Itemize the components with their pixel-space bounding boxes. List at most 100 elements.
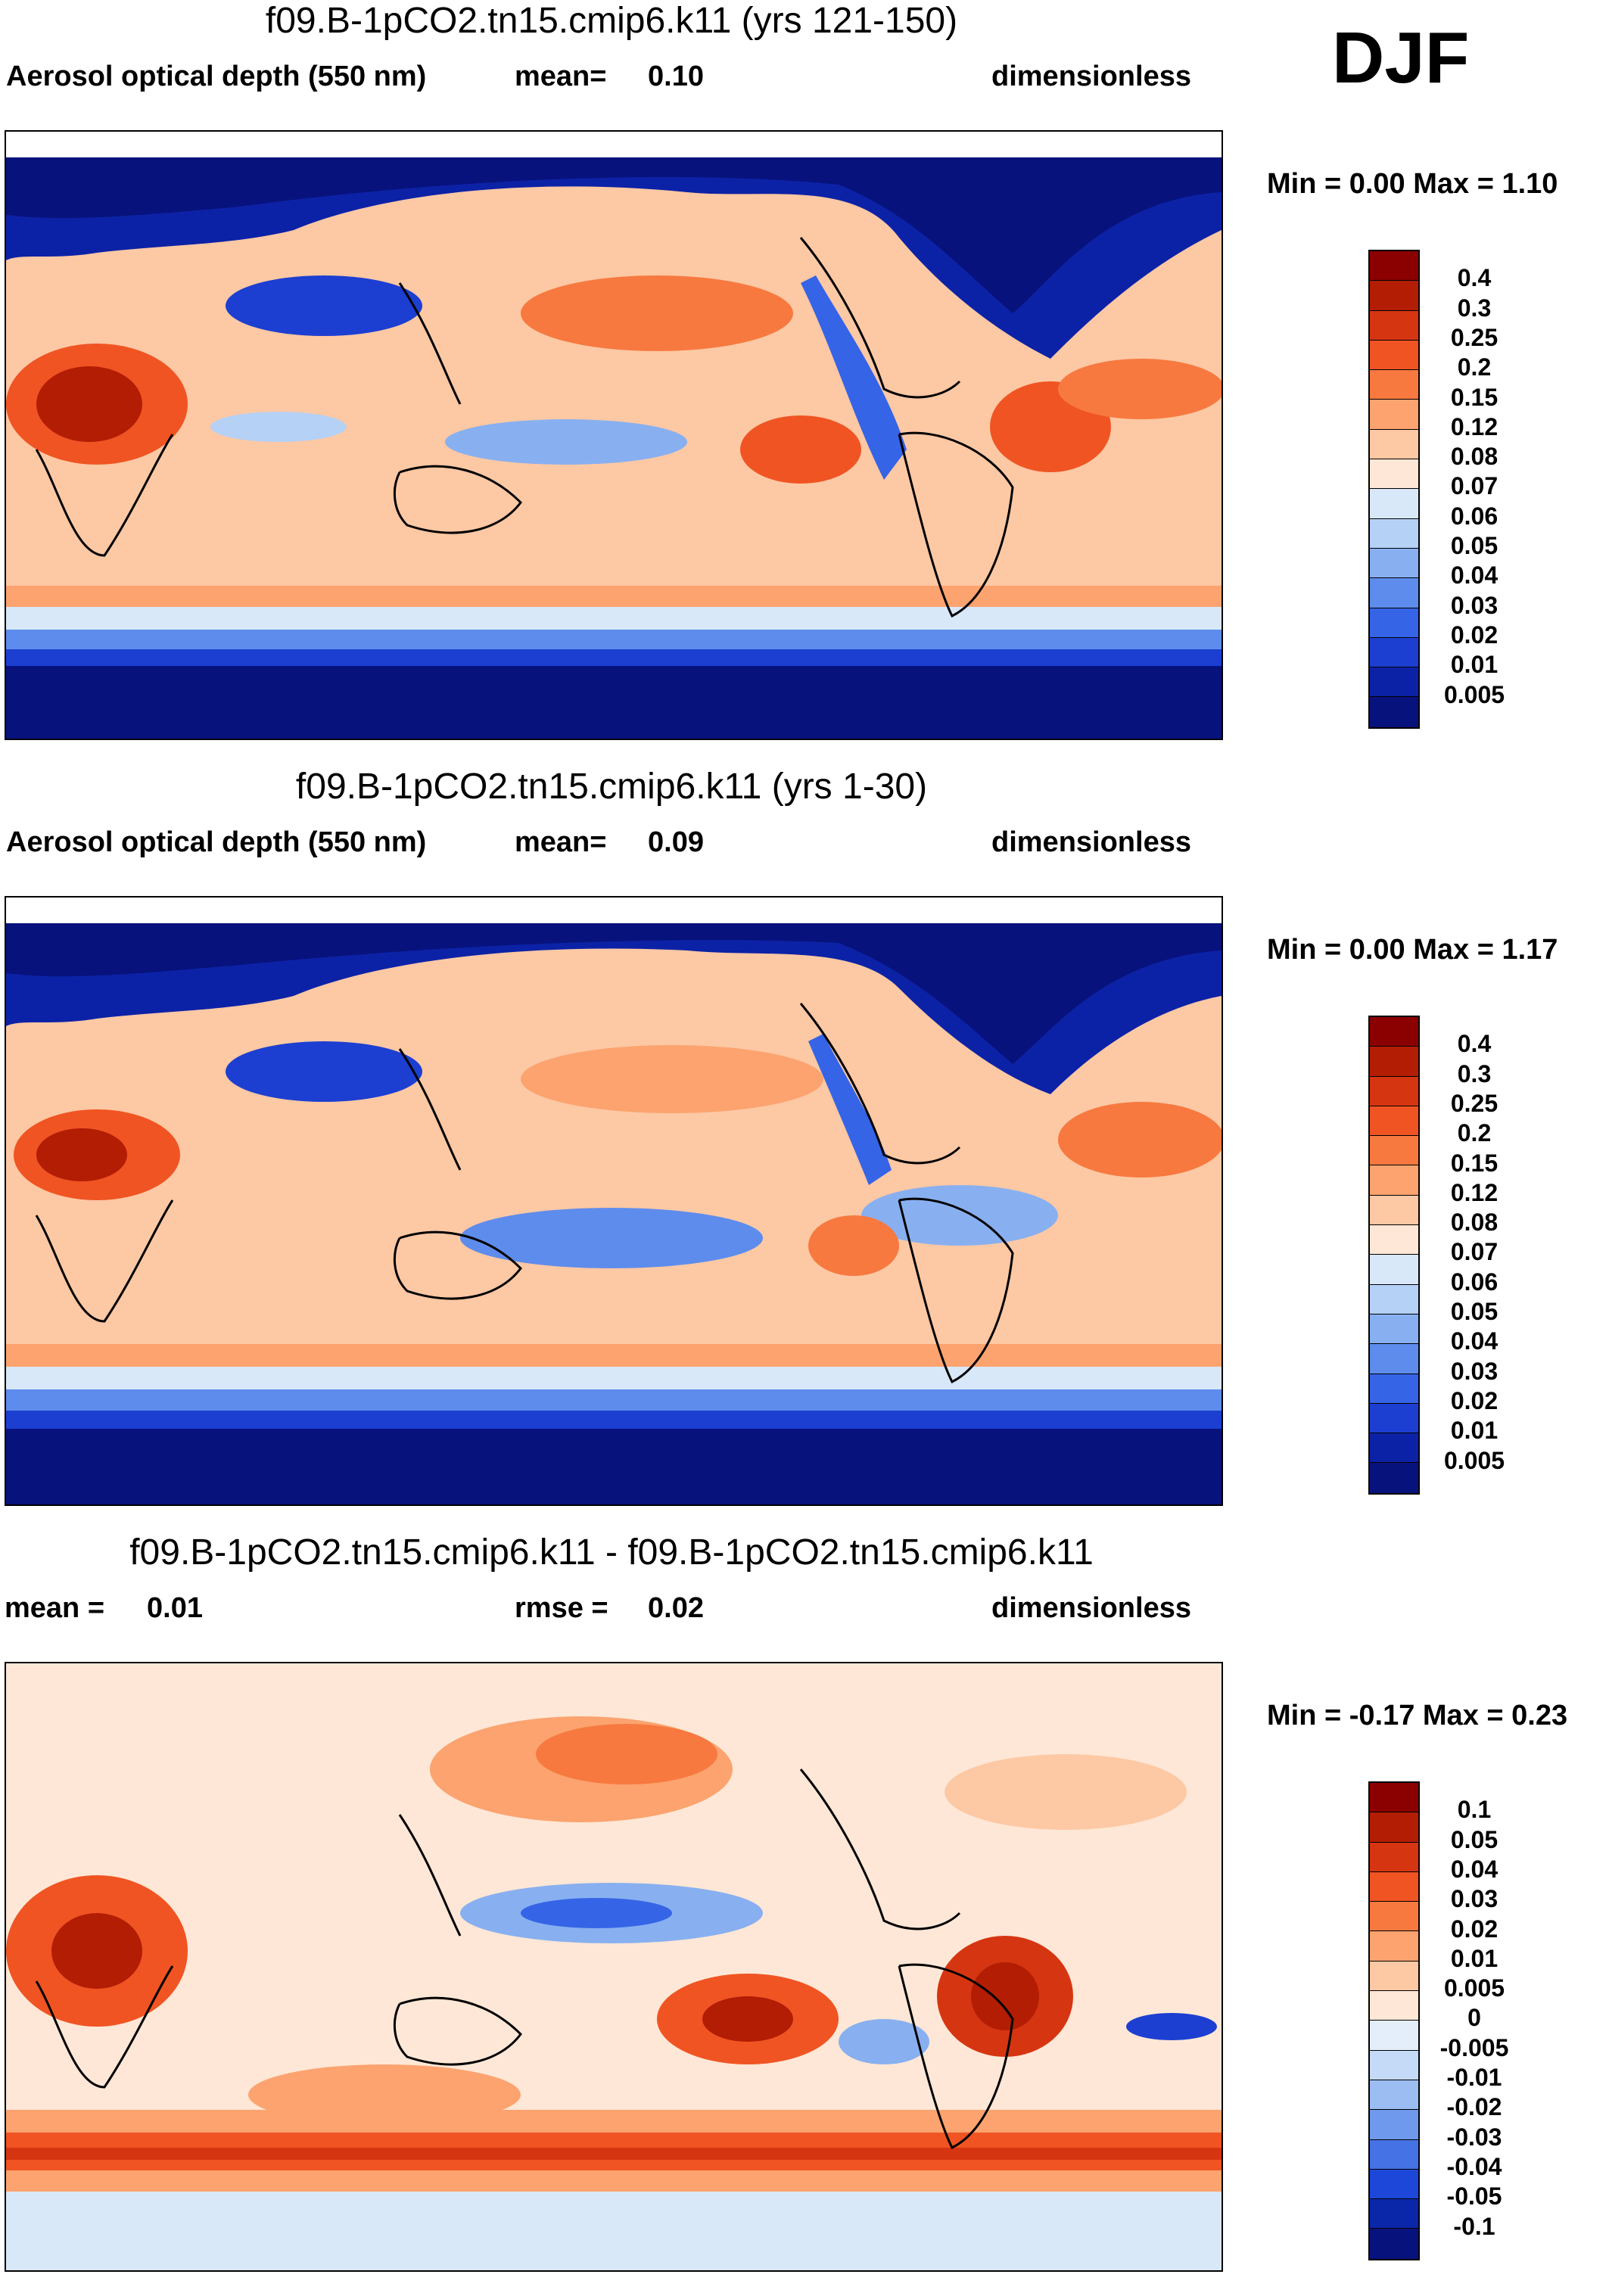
colorbar-tick-label: 0.03 [1450, 1357, 1499, 1385]
colorbar-swatch [1370, 518, 1418, 549]
colorbar-tick-label: 0.15 [1450, 383, 1499, 411]
colorbar-tick-label: 0.03 [1450, 591, 1499, 619]
colorbar-tick-label: -0.03 [1446, 2123, 1502, 2151]
colorbar [1368, 250, 1420, 729]
colorbar-swatch [1370, 667, 1418, 698]
colorbar-swatch [1370, 1902, 1418, 1932]
colorbar-tick-label: 0.05 [1450, 1298, 1499, 1325]
colorbar-swatch [1370, 1433, 1418, 1464]
colorbar-tick-label: 0.08 [1450, 1209, 1499, 1237]
colorbar-swatch [1370, 1047, 1418, 1077]
colorbar-swatch [1370, 1812, 1418, 1843]
colorbar-tick-label: 0.005 [1443, 680, 1505, 708]
colorbar-tick-label: 0.02 [1450, 1386, 1499, 1414]
units-label: dimensionless [991, 1592, 1191, 1624]
colorbar-swatch [1370, 1255, 1418, 1285]
colorbar-tick-label: 0.12 [1450, 1178, 1499, 1206]
colorbar-swatch [1370, 1017, 1418, 1047]
colorbar-tick-label: 0 [1467, 2004, 1481, 2032]
colorbar-swatch [1370, 370, 1418, 400]
colorbar-swatch [1370, 1961, 1418, 1992]
colorbar-tick-label: 0.02 [1450, 1915, 1499, 1943]
variable-label: Aerosol optical depth (550 nm) [6, 826, 427, 858]
map-plot [5, 896, 1223, 1506]
colorbar-swatch [1370, 1871, 1418, 1902]
mean-value: 0.09 [648, 826, 704, 858]
colorbar-swatch [1370, 400, 1418, 430]
colorbar-tick-label: 0.4 [1457, 1030, 1492, 1058]
colorbar [1368, 1781, 1420, 2260]
colorbar-swatch [1370, 1225, 1418, 1255]
colorbar-tick-label: 0.2 [1457, 1119, 1492, 1147]
mean-label: mean= [515, 826, 607, 858]
colorbar-tick-label: 0.02 [1450, 621, 1499, 649]
colorbar-swatch [1370, 2169, 1418, 2200]
colorbar-swatch [1370, 2229, 1418, 2259]
rmse-value: 0.02 [648, 1592, 704, 1624]
colorbar-tick-label: 0.1 [1457, 1796, 1492, 1824]
colorbar-swatch [1370, 1463, 1418, 1493]
colorbar-swatch [1370, 1284, 1418, 1314]
colorbar-tick-label: 0.01 [1450, 1944, 1499, 1972]
min-max-label: Min = 0.00 Max = 1.10 [1267, 168, 1558, 200]
units-label: dimensionless [991, 826, 1191, 858]
colorbar-tick-label: 0.07 [1450, 1238, 1499, 1266]
map-plot [5, 1662, 1223, 2272]
colorbar-swatch [1370, 2199, 1418, 2229]
colorbar-swatch [1370, 1106, 1418, 1137]
colorbar-tick-label: 0.05 [1450, 532, 1499, 559]
colorbar-tick-label: 0.04 [1450, 562, 1499, 590]
colorbar-tick-label: -0.1 [1453, 2212, 1495, 2240]
colorbar-swatch [1370, 1783, 1418, 1813]
colorbar-tick-label: 0.15 [1450, 1149, 1499, 1177]
mean-label: mean= [515, 61, 607, 92]
panel-title: f09.B-1pCO2.tn15.cmip6.k11 (yrs 1-30) [295, 767, 928, 807]
colorbar-tick-label: 0.07 [1450, 472, 1499, 500]
colorbar-swatch [1370, 1195, 1418, 1226]
colorbar-tick-label: 0.005 [1443, 1446, 1505, 1474]
colorbar-swatch [1370, 1931, 1418, 1962]
colorbar-swatch [1370, 2139, 1418, 2170]
colorbar-swatch [1370, 1991, 1418, 2021]
panel-title: f09.B-1pCO2.tn15.cmip6.k11 - f09.B-1pCO2… [129, 1532, 1094, 1573]
min-max-label: Min = 0.00 Max = 1.17 [1267, 934, 1558, 966]
colorbar-swatch [1370, 697, 1418, 727]
panel-top: f09.B-1pCO2.tn15.cmip6.k11 (yrs 121-150)… [0, 0, 1609, 764]
colorbar-swatch [1370, 489, 1418, 519]
rmse-label: rmse = [515, 1592, 608, 1624]
panel-title: f09.B-1pCO2.tn15.cmip6.k11 (yrs 121-150) [265, 1, 958, 41]
colorbar-swatch [1370, 340, 1418, 371]
colorbar-tick-label: 0.04 [1450, 1855, 1499, 1883]
colorbar-tick-label: 0.01 [1450, 1417, 1499, 1445]
colorbar-swatch [1370, 637, 1418, 668]
colorbar-swatch [1370, 459, 1418, 490]
colorbar-tick-label: 0.005 [1443, 1974, 1505, 2002]
colorbar-swatch [1370, 1165, 1418, 1196]
season-label: DJF [1332, 17, 1470, 98]
colorbar-swatch [1370, 2050, 1418, 2080]
colorbar-tick-label: 0.08 [1450, 443, 1499, 471]
colorbar-tick-label: 0.25 [1450, 323, 1499, 351]
colorbar-swatch [1370, 1076, 1418, 1106]
colorbar-swatch [1370, 548, 1418, 579]
panel-difference: f09.B-1pCO2.tn15.cmip6.k11 - f09.B-1pCO2… [0, 1532, 1609, 2296]
colorbar-tick-label: 0.05 [1450, 1825, 1499, 1853]
colorbar [1368, 1016, 1420, 1495]
colorbar-tick-label: -0.01 [1446, 2064, 1502, 2091]
colorbar-swatch [1370, 1136, 1418, 1166]
colorbar-swatch [1370, 578, 1418, 608]
colorbar-swatch [1370, 2110, 1418, 2140]
colorbar-tick-label: 0.4 [1457, 264, 1492, 292]
units-label: dimensionless [991, 61, 1191, 92]
colorbar-tick-label: -0.05 [1446, 2182, 1502, 2210]
colorbar-swatch [1370, 1374, 1418, 1404]
colorbar-swatch [1370, 1403, 1418, 1434]
colorbar-tick-label: 0.04 [1450, 1327, 1499, 1355]
mean-label: mean = [5, 1592, 105, 1624]
colorbar-swatch [1370, 429, 1418, 460]
colorbar-swatch [1370, 281, 1418, 311]
min-max-label: Min = -0.17 Max = 0.23 [1267, 1700, 1568, 1731]
panel-middle: f09.B-1pCO2.tn15.cmip6.k11 (yrs 1-30) Ae… [0, 766, 1609, 1530]
colorbar-tick-label: 0.03 [1450, 1885, 1499, 1913]
colorbar-swatch [1370, 1344, 1418, 1374]
